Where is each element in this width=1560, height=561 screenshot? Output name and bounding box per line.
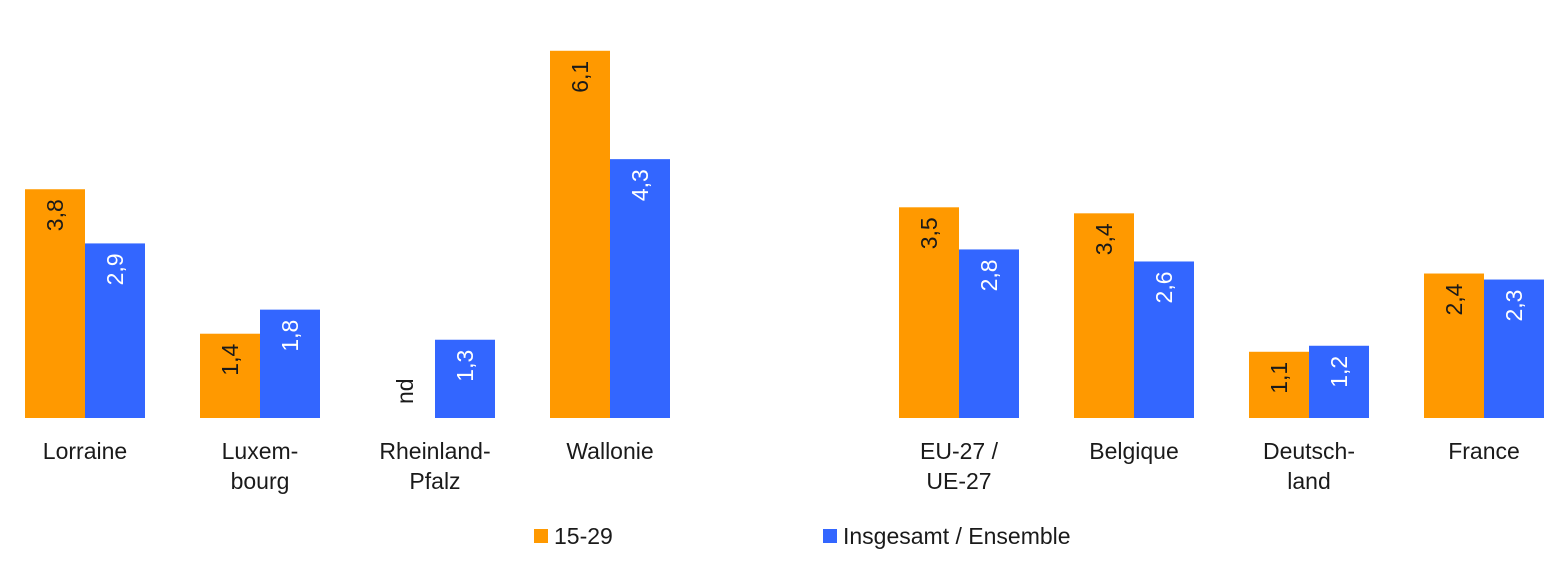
value-label-15-29-rheinland-pfalz: nd — [392, 378, 418, 404]
bar-insgesamt-ensemble-wallonie — [610, 159, 670, 418]
bar-15-29-wallonie — [550, 50, 610, 418]
category-label-deutsch-land: Deutsch-land — [1263, 438, 1355, 494]
category-label-lorraine: Lorraine — [43, 438, 127, 464]
value-label-15-29-wallonie: 6,1 — [567, 61, 593, 93]
category-label-line: Pfalz — [409, 468, 460, 494]
value-label-insgesamt-ensemble-eu-27-ue-27: 2,8 — [976, 259, 1002, 291]
value-label-insgesamt-ensemble-france: 2,3 — [1501, 290, 1527, 322]
category-label-line: Wallonie — [566, 438, 653, 464]
legend-swatch-insgesamt-ensemble — [823, 529, 837, 543]
category-label-line: Lorraine — [43, 438, 127, 464]
legend-label-15-29: 15-29 — [554, 523, 613, 549]
bar-insgesamt-ensemble-france — [1484, 279, 1544, 418]
bars-group — [25, 50, 1544, 418]
bar-insgesamt-ensemble-rheinland-pfalz — [435, 339, 495, 418]
category-label-line: UE-27 — [926, 468, 991, 494]
bar-insgesamt-ensemble-deutsch-land — [1309, 345, 1369, 418]
category-label-france: France — [1448, 438, 1520, 464]
category-label-line: Rheinland- — [379, 438, 490, 464]
value-label-insgesamt-ensemble-deutsch-land: 1,2 — [1326, 356, 1352, 388]
value-label-insgesamt-ensemble-luxem-bourg: 1,8 — [277, 320, 303, 352]
category-label-eu-27-ue-27: EU-27 / UE-27 — [920, 438, 999, 494]
value-label-15-29-lorraine: 3,8 — [42, 199, 68, 231]
category-label-line: land — [1287, 468, 1330, 494]
category-label-line: Belgique — [1089, 438, 1179, 464]
legend: 15-29 Insgesamt / Ensemble — [534, 523, 1071, 549]
value-label-15-29-eu-27-ue-27: 3,5 — [916, 217, 942, 249]
bar-insgesamt-ensemble-eu-27-ue-27 — [959, 249, 1019, 418]
category-label-luxem-bourg: Luxem-bourg — [222, 438, 299, 494]
bar-15-29-france — [1424, 273, 1484, 418]
value-label-15-29-deutsch-land: 1,1 — [1266, 362, 1292, 394]
bar-15-29-luxem-bourg — [200, 333, 260, 418]
category-label-line: EU-27 / — [920, 438, 999, 464]
bar-15-29-lorraine — [25, 189, 85, 418]
bar-15-29-deutsch-land — [1249, 351, 1309, 418]
value-label-15-29-luxem-bourg: 1,4 — [217, 344, 243, 376]
value-label-insgesamt-ensemble-wallonie: 4,3 — [627, 169, 653, 201]
bar-insgesamt-ensemble-lorraine — [85, 243, 145, 418]
category-label-line: Deutsch- — [1263, 438, 1355, 464]
value-label-insgesamt-ensemble-lorraine: 2,9 — [102, 253, 128, 285]
value-label-15-29-france: 2,4 — [1441, 283, 1467, 315]
bar-insgesamt-ensemble-belgique — [1134, 261, 1194, 418]
category-label-line: Luxem- — [222, 438, 299, 464]
category-label-belgique: Belgique — [1089, 438, 1179, 464]
value-label-15-29-belgique: 3,4 — [1091, 223, 1117, 255]
category-labels-group: Lorraine Luxem-bourg Rheinland- Pfalz Wallon… — [43, 438, 1520, 494]
category-label-line: bourg — [231, 468, 290, 494]
value-label-insgesamt-ensemble-rheinland-pfalz: 1,3 — [452, 350, 478, 382]
legend-label-insgesamt-ensemble: Insgesamt / Ensemble — [843, 523, 1071, 549]
category-label-line: France — [1448, 438, 1520, 464]
bar-15-29-belgique — [1074, 213, 1134, 418]
bar-15-29-eu-27-ue-27 — [899, 207, 959, 418]
category-label-rheinland-pfalz: Rheinland- Pfalz — [379, 438, 490, 494]
category-label-wallonie: Wallonie — [566, 438, 653, 464]
legend-swatch-15-29 — [534, 529, 548, 543]
value-labels-group: 3,8 2,9 1,4 1,8 nd 1,3 6,1 4,3 3,5 2,8 3,4 2,6 1,1 1,… — [42, 61, 1527, 404]
bar-insgesamt-ensemble-luxem-bourg — [260, 309, 320, 418]
value-label-insgesamt-ensemble-belgique: 2,6 — [1151, 271, 1177, 303]
